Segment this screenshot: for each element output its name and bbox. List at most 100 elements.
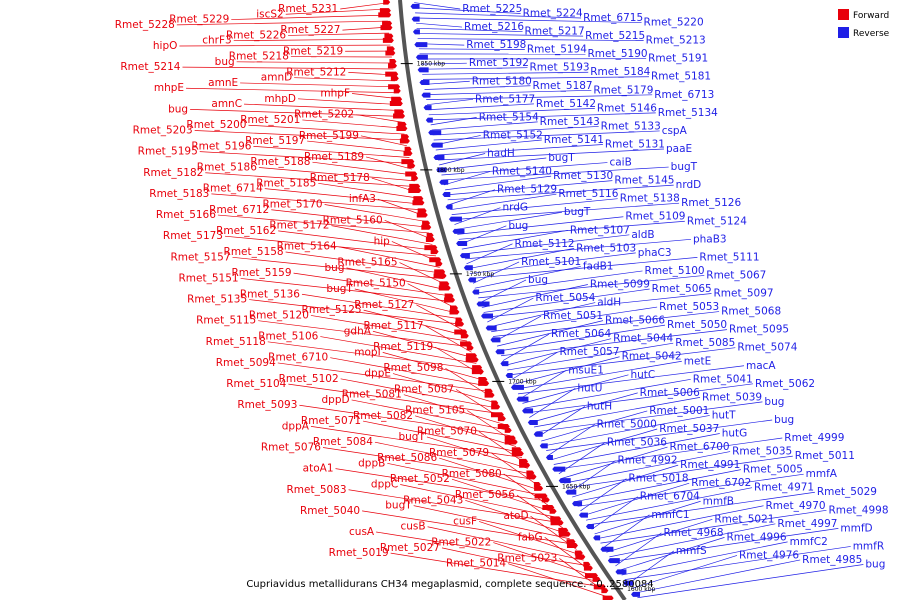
reverse-gene-glyph [452,228,465,234]
forward-gene-glyph [390,75,399,81]
reverse-connector-line [577,473,804,507]
forward-gene-glyph [455,321,465,327]
reverse-connector-line [541,410,648,442]
forward-connector-line [403,394,505,425]
reverse-gene-label: Rmet_5124 [687,215,747,227]
reverse-gene-label: Rmet_5051 [543,310,603,322]
forward-connector-line [249,299,461,325]
reverse-connector-line [447,184,674,201]
reverse-connector-line [520,369,567,399]
forward-gene-label: Rmet_5227 [280,24,340,36]
forward-gene-glyph [394,109,405,115]
forward-connector-line [508,563,610,598]
forward-gene-label: Rmet_5071 [301,415,361,427]
reverse-gene-glyph [459,253,470,259]
reverse-gene-label: Rmet_4970 [766,500,826,512]
forward-connector-line [294,77,396,82]
reverse-connector-line [458,220,685,240]
forward-gene-label: Rmet_5183 [149,188,209,200]
forward-gene-label: Rmet_5079 [429,447,489,459]
forward-connector-line [340,378,497,409]
forward-connector-line [224,235,437,257]
forward-connector-line [351,399,508,431]
reverse-connector-line [443,171,490,186]
reverse-gene-glyph [527,420,538,426]
reverse-gene-glyph [433,155,445,160]
reverse-connector-line [489,302,596,328]
reverse-gene-label: Rmet_5037 [659,423,719,435]
forward-connector-line [544,537,591,572]
reverse-connector-line [569,460,616,493]
forward-connector-line [399,262,446,285]
reverse-gene-glyph [490,337,501,343]
reverse-connector-line [453,202,680,220]
forward-connector-line [278,230,435,251]
reverse-gene-glyph [516,396,529,402]
reverse-gene-label: Rmet_5141 [544,134,604,146]
reverse-gene-label: Rmet_5142 [536,98,596,110]
reverse-connector-line [533,397,701,428]
reverse-connector-line [415,17,642,23]
forward-connector-line [233,38,390,42]
forward-gene-glyph [435,261,443,267]
forward-gene-label: bug [215,56,235,68]
reverse-connector-line [474,266,581,289]
forward-gene-glyph [389,58,397,64]
forward-connector-line [310,315,467,342]
reverse-connector-line [511,351,558,380]
forward-gene-label: Rmet_5189 [304,151,364,163]
reverse-gene-glyph [456,241,468,247]
forward-gene-label: Rmet_5219 [283,45,343,57]
forward-gene-glyph [382,20,393,26]
forward-connector-line [441,547,599,582]
reverse-connector-line [493,311,720,337]
reverse-gene-label: Rmet_6704 [640,491,700,503]
forward-connector-line [264,188,421,205]
forward-gene-label: bugT [398,431,425,443]
reverse-gene-label: Rmet_5154 [479,111,539,123]
reverse-gene-label: Rmet_5068 [721,306,781,318]
reverse-gene-label: Rmet_5193 [530,62,590,74]
forward-gene-label: Rmet_5196 [191,140,251,152]
reverse-gene-glyph [481,313,494,319]
forward-gene-glyph [380,25,393,31]
legend-forward-label: Forward [853,11,889,21]
reverse-gene-label: bug [508,220,528,232]
reverse-connector-line [522,374,629,404]
reverse-gene-label: Rmet_5133 [601,120,661,132]
forward-gene-glyph [534,485,544,491]
forward-connector-line [354,288,456,314]
forward-connector-line [312,161,414,176]
reverse-connector-line [441,162,608,176]
forward-gene-glyph [550,516,562,522]
reverse-connector-line [442,166,669,181]
forward-gene-label: Rmet_5151 [179,272,239,284]
forward-gene-glyph [558,527,569,533]
reverse-connector-line [572,464,679,498]
reverse-gene-glyph [448,216,462,222]
forward-gene-label: Rmet_5170 [263,198,323,210]
reverse-gene-label: Rmet_4985 [802,554,862,566]
reverse-connector-line [630,555,738,590]
forward-connector-line [240,82,397,88]
reverse-gene-label: Rmet_5143 [540,116,600,128]
forward-connector-line [374,441,531,475]
reverse-gene-label: Rmet_5074 [737,342,797,354]
forward-gene-glyph [407,163,416,169]
forward-gene-label: iscS2 [256,8,284,20]
forward-connector-line [298,98,400,105]
forward-gene-glyph [454,329,468,335]
forward-gene-glyph [385,50,396,56]
reverse-connector-line [433,130,660,141]
forward-gene-label: Rmet_5115 [196,315,256,327]
forward-gene-label: Rmet_5214 [120,61,180,73]
forward-gene-glyph [549,508,557,514]
forward-connector-line [384,219,431,240]
forward-gene-label: dppC [371,478,398,490]
forward-connector-line [478,521,581,556]
reverse-gene-label: Rmet_5035 [732,446,792,458]
forward-connector-line [190,109,402,117]
reverse-connector-line [424,85,531,90]
forward-gene-label: Rmet_5203 [133,125,193,137]
reverse-gene-label: Rmet_5044 [613,333,673,345]
